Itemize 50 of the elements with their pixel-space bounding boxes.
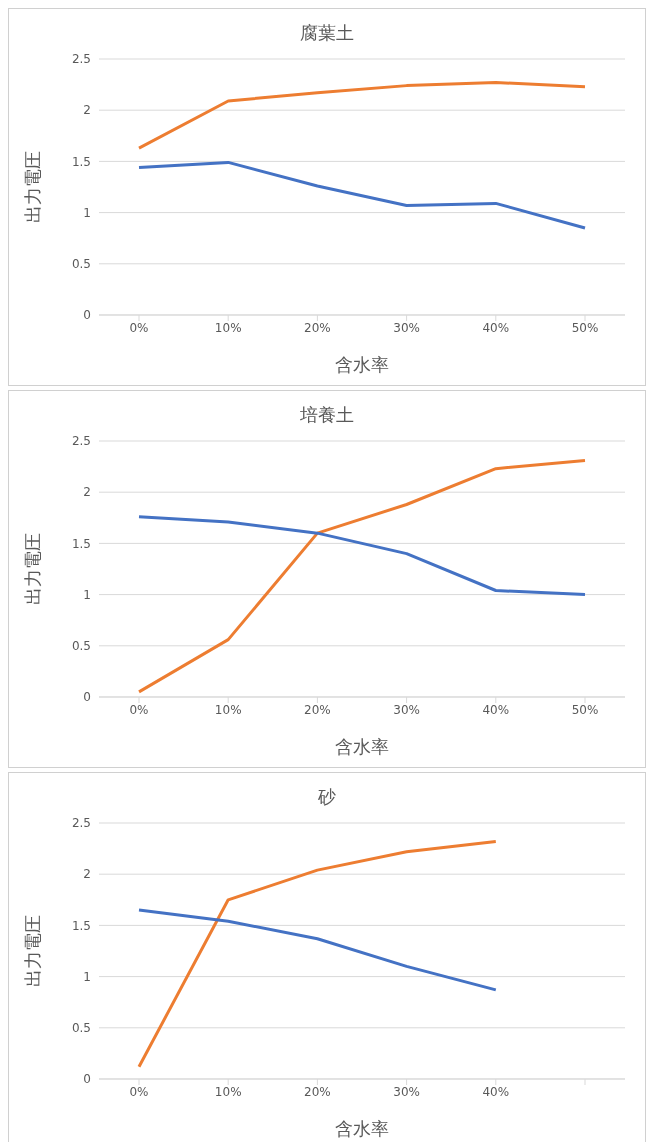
chart-title: 培養土 (299, 403, 355, 427)
y-tick-label: 2 (83, 867, 91, 882)
y-tick-label: 1.5 (71, 536, 91, 551)
y-tick-label: 1 (83, 205, 91, 220)
y-axis-title: 出力電圧 (22, 533, 44, 605)
x-tick-label: 10% (214, 1084, 242, 1099)
line-series (137, 515, 587, 597)
x-tick-label: 10% (214, 320, 242, 335)
y-tick-label: 2 (83, 485, 91, 500)
y-tick-label: 0.5 (71, 639, 91, 654)
y-tick-label: 2.5 (71, 434, 91, 449)
y-tick-label: 1.5 (71, 918, 91, 933)
x-axis-title: 含水率 (335, 736, 389, 757)
x-tick-label: 40% (482, 1084, 510, 1099)
x-tick-label: 40% (482, 702, 510, 717)
y-tick-label: 0 (83, 1072, 91, 1087)
y-tick-label: 2.5 (71, 52, 91, 67)
x-tick-label: 50% (571, 702, 599, 717)
y-tick-label: 1 (83, 969, 91, 984)
x-tick-label: 40% (482, 320, 510, 335)
chart-title: 腐葉土 (299, 21, 355, 45)
x-tick-label: 20% (304, 320, 331, 335)
y-tick-label: 0 (83, 308, 91, 323)
y-tick-label: 2 (83, 103, 91, 118)
x-axis-title: 含水率 (335, 354, 389, 375)
y-tick-label: 1.5 (71, 154, 91, 169)
line-series (137, 458, 587, 694)
x-tick-label: 30% (393, 1084, 420, 1099)
line-series (137, 160, 587, 230)
y-tick-label: 0.5 (71, 1021, 91, 1036)
y-tick-label: 2.5 (71, 816, 91, 831)
x-tick-label: 0% (129, 702, 149, 717)
x-tick-label: 20% (304, 1084, 331, 1099)
y-tick-label: 0.5 (71, 257, 91, 272)
x-tick-label: 0% (129, 1084, 149, 1099)
x-tick-label: 0% (129, 320, 149, 335)
y-tick-label: 0 (83, 690, 91, 705)
chart-title: 砂 (317, 785, 337, 809)
x-tick-label: 30% (393, 320, 420, 335)
x-axis-title: 含水率 (335, 1118, 389, 1139)
x-tick-label: 20% (304, 702, 331, 717)
y-tick-label: 1 (83, 587, 91, 602)
y-axis-title: 出力電圧 (22, 915, 44, 987)
line-series (137, 81, 587, 150)
x-tick-label: 30% (393, 702, 420, 717)
y-axis-title: 出力電圧 (22, 151, 44, 223)
x-tick-label: 50% (571, 320, 599, 335)
x-tick-label: 10% (214, 702, 242, 717)
line-series (137, 839, 498, 1069)
line-series (137, 908, 498, 992)
